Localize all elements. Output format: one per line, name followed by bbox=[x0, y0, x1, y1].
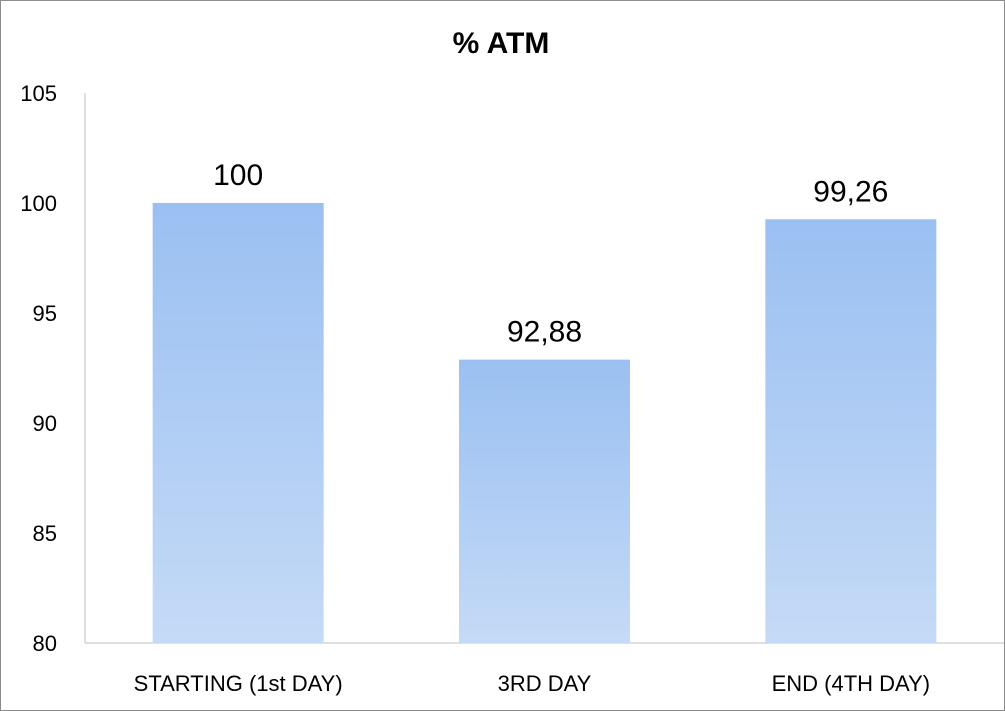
data-label: 99,26 bbox=[813, 175, 888, 208]
category-label: STARTING (1st DAY) bbox=[134, 671, 343, 696]
data-label: 100 bbox=[213, 159, 263, 192]
y-tick-label: 80 bbox=[33, 631, 57, 656]
category-label: 3RD DAY bbox=[498, 671, 592, 696]
data-label: 92,88 bbox=[507, 316, 582, 349]
y-axis-ticks: 80 85 90 95 100 105 bbox=[20, 81, 57, 656]
bar bbox=[152, 203, 324, 643]
y-tick-label: 95 bbox=[33, 301, 57, 326]
category-label: END (4TH DAY) bbox=[772, 671, 931, 696]
y-tick-label: 90 bbox=[33, 411, 57, 436]
y-tick-label: 100 bbox=[20, 191, 57, 216]
y-tick-label: 85 bbox=[33, 521, 57, 546]
y-tick-label: 105 bbox=[20, 81, 57, 106]
bar bbox=[459, 359, 630, 643]
bars bbox=[152, 203, 937, 643]
category-labels: STARTING (1st DAY) 3RD DAY END (4TH DAY) bbox=[134, 671, 930, 696]
data-labels: 100 92,88 99,26 bbox=[213, 159, 888, 349]
chart-title: % ATM bbox=[453, 27, 550, 60]
bar bbox=[765, 219, 937, 643]
